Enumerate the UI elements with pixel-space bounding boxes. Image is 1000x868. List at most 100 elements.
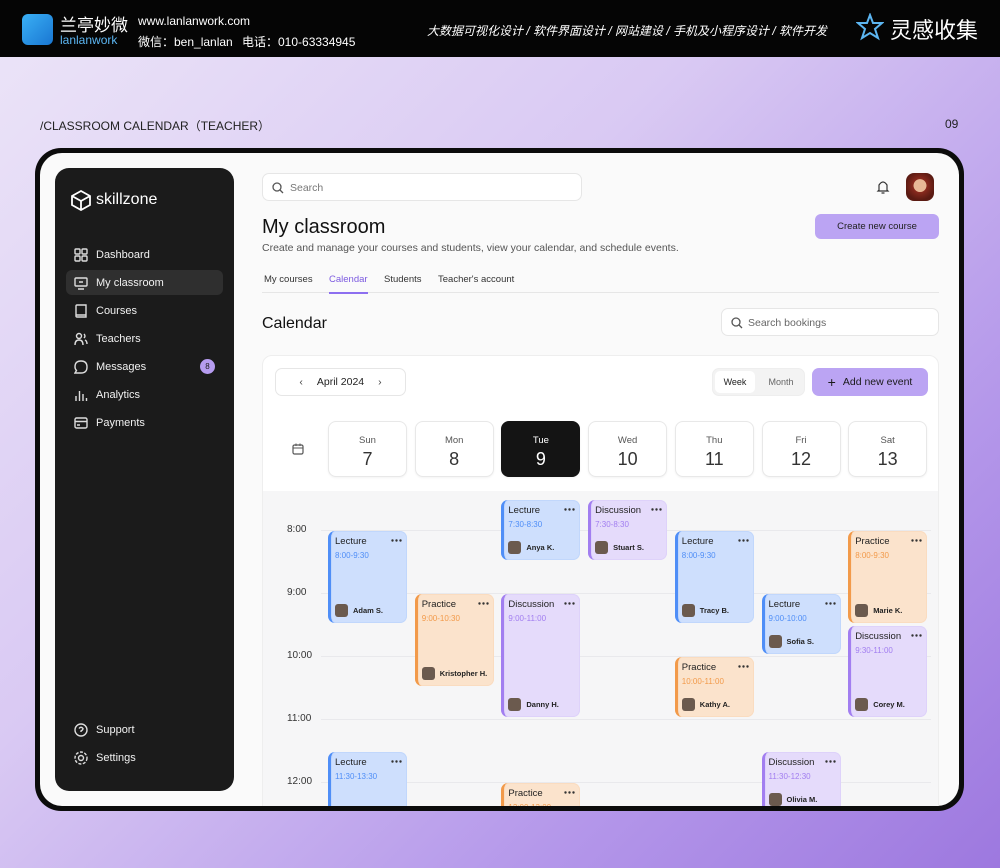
event-title: Practice [855,536,890,547]
search-icon [731,317,743,329]
person-name: Corey M. [873,700,905,709]
nav-label: Settings [96,751,136,764]
more-icon[interactable] [824,759,836,763]
banner: 兰亭妙微 lanlanwork www.lanlanwork.com 微信：be… [0,0,1000,57]
prev-arrow[interactable]: ‹ [299,376,303,388]
more-icon[interactable] [738,539,749,542]
view-toggle: Week Month [712,368,805,396]
event-person: Tracy B. [681,603,729,617]
time-grid: 8:00 9:00 10:00 11:00 12:00 Lecture 8:00-9:30 A… [263,491,938,806]
page-title: My classroom [262,216,386,238]
event-time: 9:00-10:30 [421,614,460,623]
more-icon[interactable] [911,633,922,637]
tab-active[interactable]: Calendar [329,274,368,294]
nav-label: Teachers [96,332,141,345]
tab[interactable]: Students [384,274,422,285]
person-name: Kathy A. [699,700,730,709]
event[interactable]: Discussion 9:00-11:00 Danny H. [501,594,581,717]
event[interactable]: Practice 9:00-10:30 Kristopher H. [414,594,494,686]
more-icon[interactable] [738,665,749,668]
event-person: Danny H. [508,698,559,711]
day-date: 8 [449,449,460,469]
url: www.lanlanwork.com [138,14,251,28]
nav-label: Messages [96,360,147,373]
view-month[interactable]: Month [768,377,794,387]
day-header[interactable]: Sat 13 [848,421,928,477]
avatar[interactable] [906,173,934,201]
nav-item[interactable]: Dashboard [66,242,223,267]
logo-en: lanlanwork [60,33,118,47]
nav-item[interactable]: Analytics [66,382,223,407]
event[interactable]: Lecture 8:00-9:30 Tracy B. [674,531,754,623]
nav-item[interactable]: Courses [66,298,223,323]
day-name: Sat [880,435,895,446]
booking-search[interactable]: Search bookings [721,308,939,336]
event[interactable]: Discussion 11:30-12:30 Olivia M. [761,751,841,806]
search-box[interactable]: Search [262,173,582,201]
person-name: Marie K. [873,605,903,615]
event[interactable]: Lecture 9:00-10:00 Sofia S. [761,594,841,654]
person-avatar [855,698,869,711]
event-time: 11:30-13:30 [335,771,378,781]
event[interactable]: Practice 12:00-13:00 [501,783,581,806]
tab[interactable]: My courses [264,274,313,285]
event-time: 7:30-8:30 [508,519,543,529]
event-title: Lecture [768,599,801,610]
nav-item[interactable]: Settings [66,745,223,770]
more-icon[interactable] [564,507,576,511]
tab[interactable]: Teacher's account [438,274,515,285]
view-week[interactable]: Week [715,371,755,393]
nav-item[interactable]: Payments [66,410,223,435]
day-header[interactable]: Fri 12 [761,421,841,477]
day-header[interactable]: Thu 11 [674,421,754,477]
more-icon[interactable] [564,791,576,794]
nav-badge: 8 [200,359,215,374]
brand: 灵感收集 [890,19,979,44]
logo-mark [71,189,91,211]
event[interactable]: Discussion 9:30-11:00 Corey M. [848,625,928,717]
nav-item[interactable]: Messages 8 [66,354,223,379]
time-label: 8:00 [287,524,307,535]
create-course-button[interactable]: Create new course [815,214,939,239]
event-title: Practice [508,788,543,799]
add-event-button[interactable]: + Add new event [812,368,928,396]
icon [75,390,88,401]
more-icon[interactable] [564,602,576,605]
day-header[interactable]: Mon 8 [414,421,494,477]
nav-item[interactable]: Teachers [66,326,223,351]
time-label: 10:00 [287,650,313,661]
icon [75,303,87,318]
button-label: Add new event [842,376,913,388]
more-icon[interactable] [477,602,489,605]
device-frame: skillzone Support Settings Dashboard My c… [35,148,964,811]
event[interactable]: Lecture 11:30-13:30 [328,751,407,806]
event[interactable]: Lecture 7:30-8:30 Anya K. [501,499,581,560]
person-avatar [681,698,695,711]
event-title: Practice [421,599,457,610]
icon [74,750,88,765]
event[interactable]: Lecture 8:00-9:30 Adam S. [328,531,407,623]
nav-item[interactable]: Support [66,717,223,742]
event[interactable]: Practice 8:00-9:30 Marie K. [848,531,928,623]
more-icon[interactable] [651,507,662,511]
more-icon[interactable] [391,759,402,763]
calendar-title: Calendar [262,315,327,332]
person-avatar [768,792,782,806]
event[interactable]: Practice 10:00-11:00 Kathy A. [674,657,754,717]
next-arrow[interactable]: › [378,376,382,388]
day-date: 10 [617,449,638,469]
month-picker[interactable]: ‹ April 2024 › [275,368,406,396]
nav-item[interactable]: My classroom [66,270,223,295]
calendar-card: ‹ April 2024 › Week Month + Add new event 8… [262,355,939,806]
event[interactable]: Discussion 7:30-8:30 Stuart S. [588,499,668,560]
event-title: Discussion [508,599,555,610]
sidebar: skillzone Support Settings Dashboard My c… [55,168,234,791]
day-header[interactable]: Sun 7 [328,421,407,477]
day-header[interactable]: Wed 10 [588,421,668,477]
more-icon[interactable] [911,539,922,542]
more-icon[interactable] [391,539,402,542]
person-avatar [421,666,435,680]
more-icon[interactable] [824,602,836,605]
bell-icon[interactable] [876,179,890,195]
day-header[interactable]: Tue 9 [501,421,581,477]
